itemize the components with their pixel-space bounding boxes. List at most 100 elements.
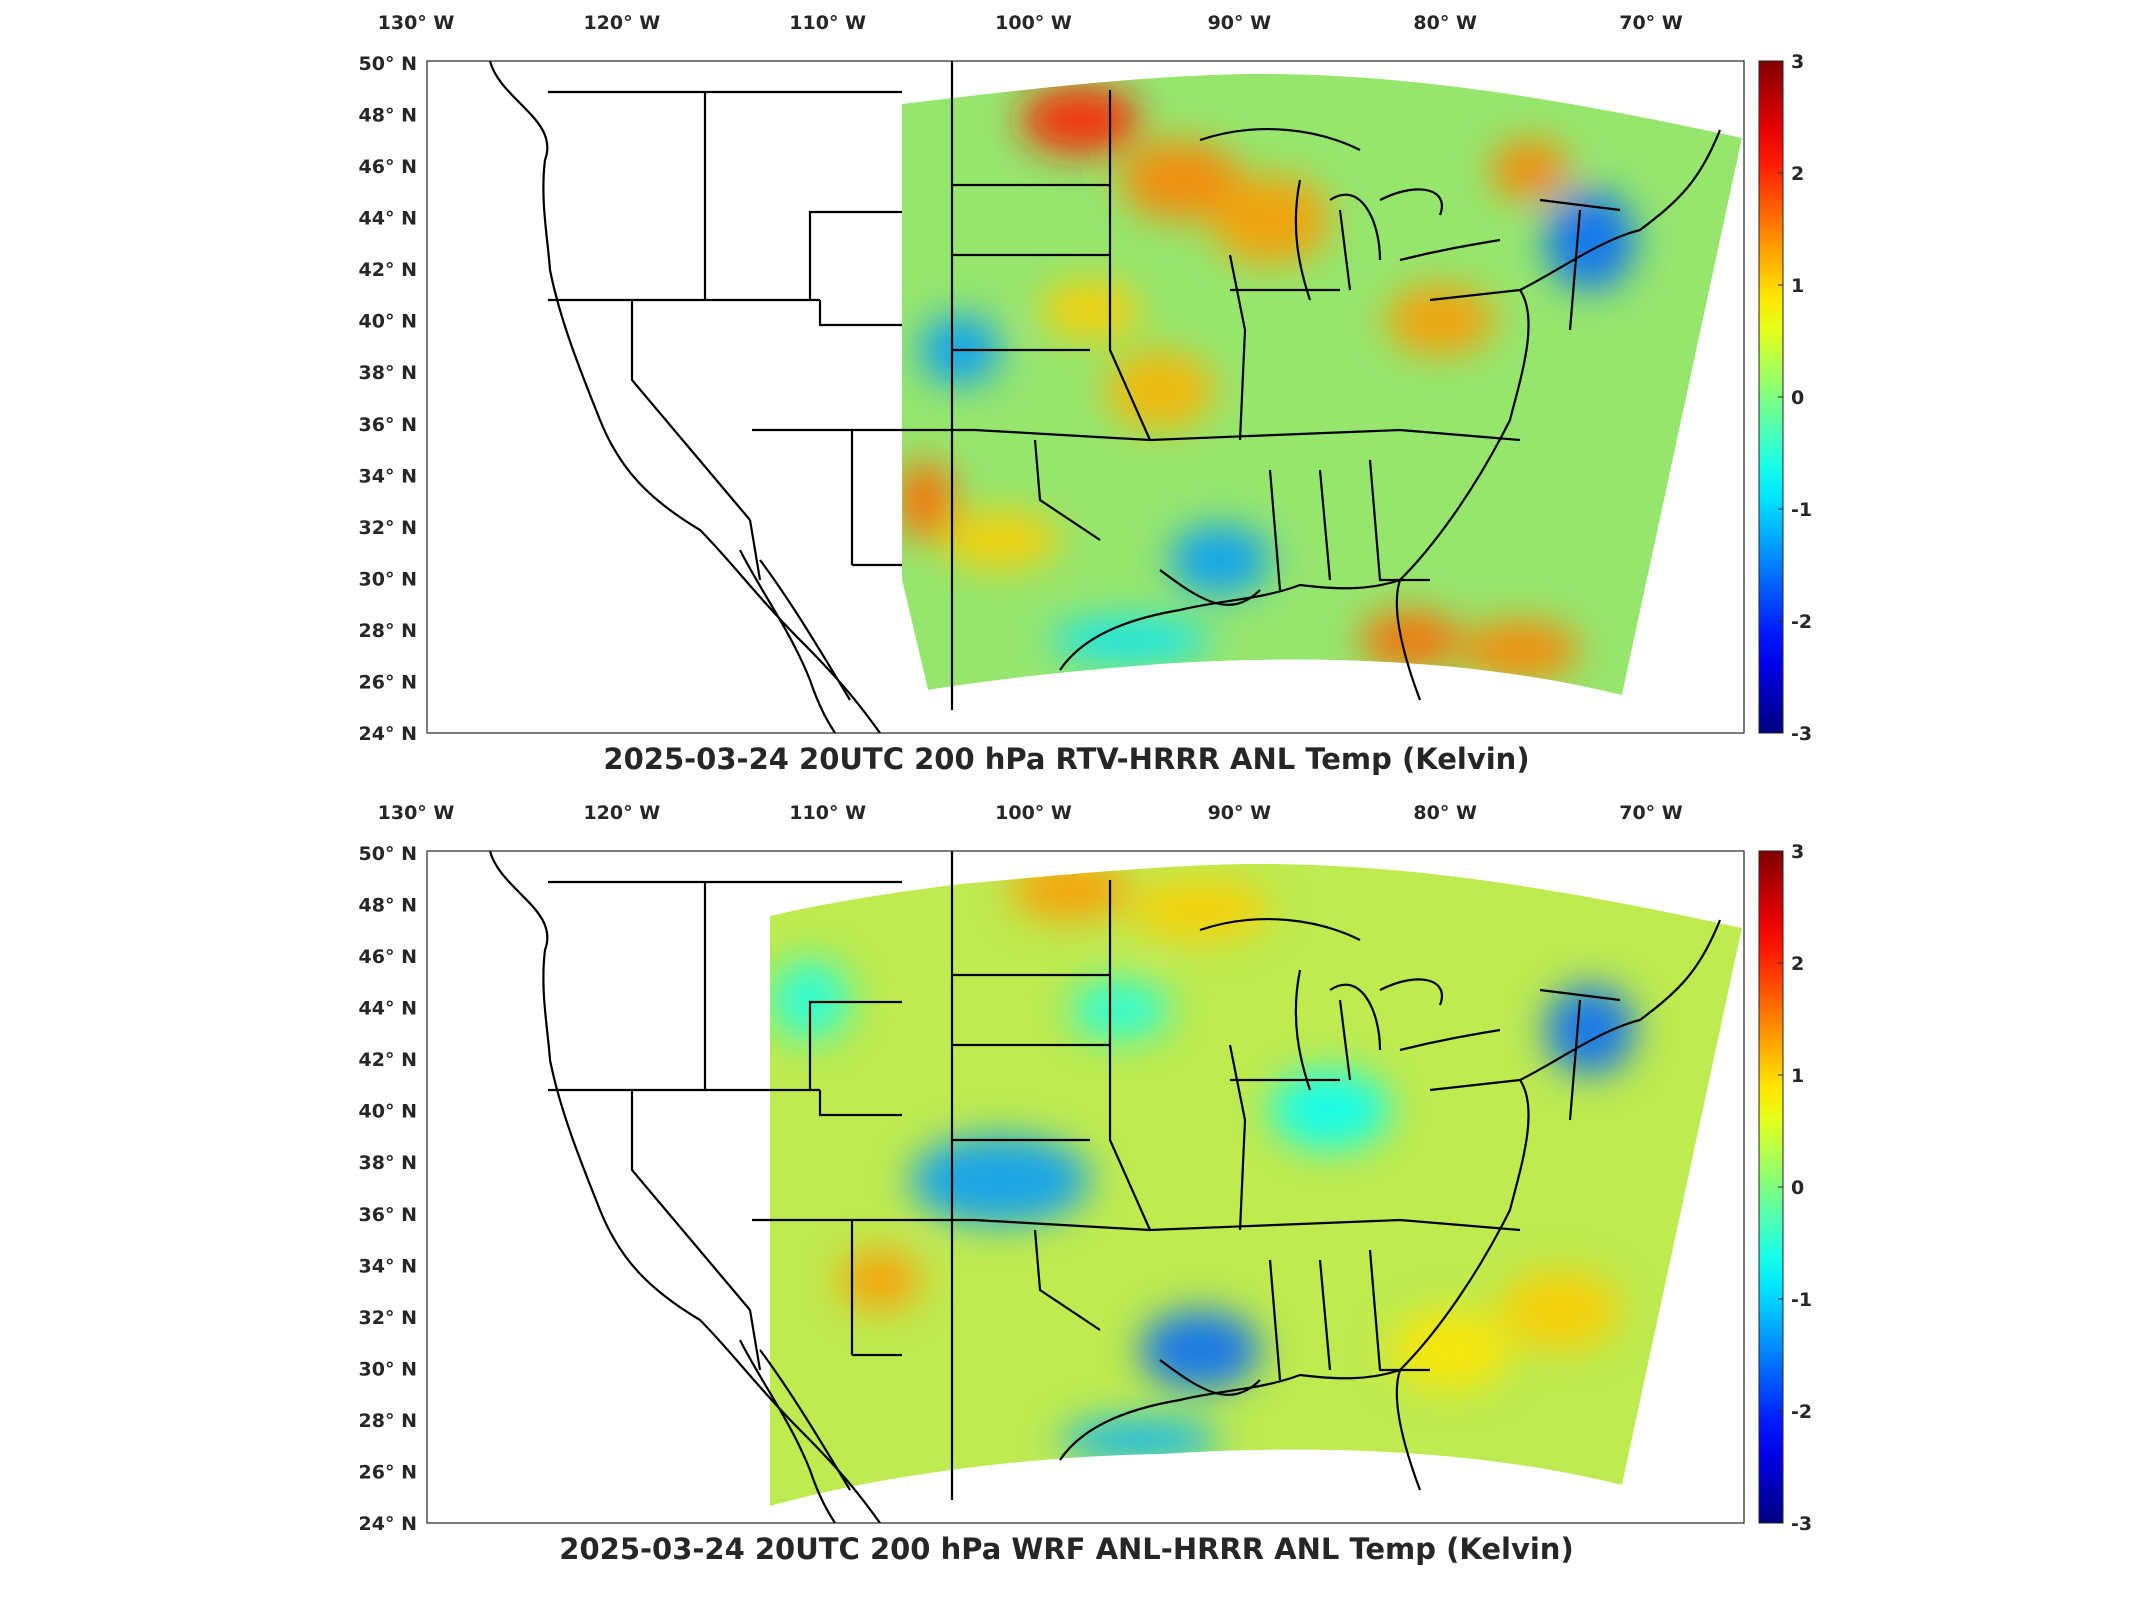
longitude-tick-label: 90° W [1208,12,1272,34]
state-boundary [818,300,902,327]
colorbar-tick-label: -1 [1791,499,1812,521]
latitude-tick-label: 34° N [359,465,417,487]
state-boundary [1568,209,1582,331]
panel-title: 2025-03-24 20UTC 200 hPa WRF ANL-HRRR AN… [559,1532,1574,1566]
state-boundary [1568,999,1582,1121]
great-lakes [1199,917,1501,1091]
longitude-tick-label: 90° W [1208,802,1272,824]
latitude-tick-label: 28° N [359,620,417,642]
latitude-tick-label: 32° N [359,1307,417,1329]
temperature-difference-field [902,73,1742,695]
coastline-west [488,61,881,733]
latitude-tick-label: 24° N [359,1513,417,1535]
state-boundary [1429,1078,1521,1092]
state-boundary [1033,439,1101,541]
colorbar-tick-label: 1 [1791,1065,1804,1087]
field-anomaly [1070,980,1170,1040]
state-boundary [1228,1044,1247,1231]
field-anomaly [1120,140,1240,220]
field-anomaly [1020,85,1140,155]
state-boundary [1108,90,1152,441]
coastline-baja [739,549,851,733]
field-anomaly [1105,350,1215,430]
longitude-tick-label: 100° W [995,802,1072,824]
state-boundary [1539,198,1621,212]
colorbar-tick-label: -2 [1791,1401,1812,1423]
latitude-tick-label: 26° N [359,671,417,693]
axes-frame [426,60,1745,734]
latitude-tick-label: 40° N [359,1101,417,1123]
geographic-boundaries [488,851,1722,1523]
coastline-east [1059,129,1722,701]
field-anomaly [1545,190,1635,290]
latitude-tick-label: 44° N [359,208,417,230]
field-anomaly [910,1135,1090,1225]
map-axes: 130° W 120° W 110° W 100° W 90° W 80° W 70° W 5… [359,12,1813,745]
state-boundary [1268,1259,1282,1381]
field-anomaly [1170,525,1270,595]
state-boundary [1268,469,1282,591]
state-boundary [1338,209,1352,291]
field-anomaly [840,1250,920,1310]
field-anomaly [1060,1418,1220,1462]
latitude-tick-label: 46° N [359,156,417,178]
temperature-difference-field [770,863,1742,1506]
field-anomaly [1500,1270,1620,1350]
longitude-tick-label: 130° W [378,802,455,824]
state-boundary [1429,288,1521,302]
longitude-tick-label: 110° W [789,12,866,34]
map-panel-bottom: 130° W 120° W 110° W 100° W 90° W 80° W 70° W 5… [0,790,2133,1590]
state-boundary [818,1090,902,1117]
state-boundary [808,1000,902,1090]
longitude-tick-label: 80° W [1413,802,1477,824]
state-boundary [974,428,1151,442]
colorbar-tick-label: 2 [1791,163,1804,185]
latitude-tick-label: 44° N [359,998,417,1020]
colorbar-tick-label: -2 [1791,611,1812,633]
latitude-tick-label: 26° N [359,1461,417,1483]
latitude-tick-label: 48° N [359,105,417,127]
state-boundary [1368,1249,1430,1372]
state-boundary [630,1090,751,1311]
latitude-tick-label: 32° N [359,517,417,539]
latitude-tick-label: 38° N [359,1152,417,1174]
field-anomaly [902,460,955,540]
state-boundary [1539,988,1621,1002]
latitude-tick-label: 42° N [359,1049,417,1071]
state-boundary [1338,999,1352,1081]
coastline-baja [739,1339,851,1523]
state-boundary [1228,254,1247,441]
field-anomaly [1270,1070,1390,1150]
state-boundary [808,210,902,300]
longitude-tick-label: 110° W [789,802,866,824]
field-anomaly [1490,140,1570,200]
field-anomaly [1140,1310,1260,1390]
axes-frame [426,850,1745,1524]
field-anomaly [1545,985,1635,1075]
field-anomaly [1460,620,1580,680]
state-boundary [1318,1259,1332,1371]
colorbar-tick-label: 3 [1791,51,1804,73]
latitude-tick-label: 34° N [359,1255,417,1277]
field-anomaly [1360,610,1460,670]
longitude-tick-label: 120° W [583,802,660,824]
field-anomaly [1385,285,1495,355]
colorbar-tick-label: 2 [1791,953,1804,975]
state-boundary [1159,569,1261,606]
latitude-tick-label: 36° N [359,414,417,436]
colorbar-tick-label: 0 [1791,387,1804,409]
latitude-tick-label: 46° N [359,946,417,968]
state-boundary [630,300,751,521]
colorbar-tick-label: 3 [1791,841,1804,863]
map-axes: 130° W 120° W 110° W 100° W 90° W 80° W 70° W 5… [359,802,1813,1535]
latitude-tick-label: 50° N [359,53,417,75]
latitude-tick-label: 50° N [359,843,417,865]
field-anomaly [770,960,850,1040]
longitude-tick-label: 80° W [1413,12,1477,34]
longitude-tick-label: 70° W [1619,802,1683,824]
latitude-tick-label: 42° N [359,259,417,281]
latitude-tick-label: 28° N [359,1410,417,1432]
coastline-east [1059,919,1722,1491]
great-lakes [1199,127,1501,301]
